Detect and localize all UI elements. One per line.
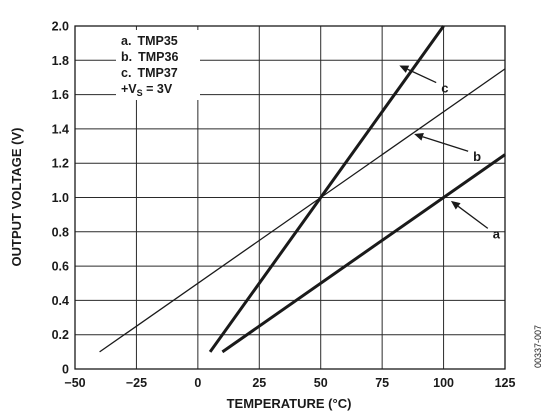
- x-tick-label: 100: [433, 376, 454, 390]
- y-tick-label: 0: [62, 363, 69, 377]
- x-tick-label: 25: [252, 376, 266, 390]
- y-tick-label: 1.0: [52, 191, 69, 205]
- x-tick-label: 125: [495, 376, 516, 390]
- x-tick-label: −50: [64, 376, 85, 390]
- x-tick-label: 50: [314, 376, 328, 390]
- callout-arrowhead-c: [399, 65, 410, 73]
- y-tick-label: 2.0: [52, 20, 69, 34]
- legend-background: [116, 30, 200, 100]
- plot-frame: [74, 25, 506, 370]
- legend-line-b: b. TMP36: [121, 50, 178, 64]
- x-tick-label: −25: [126, 376, 147, 390]
- y-tick-label: 0.4: [52, 294, 69, 308]
- y-axis-label: OUTPUT VOLTAGE (V): [9, 128, 24, 267]
- callout-arrowhead-a: [450, 200, 461, 210]
- x-tick-label: 75: [375, 376, 389, 390]
- y-tick-label: 1.8: [52, 54, 69, 68]
- y-tick-label: 1.4: [52, 122, 69, 136]
- callout-label-c: c: [441, 81, 448, 96]
- legend-line-a: a. TMP35: [121, 34, 178, 48]
- x-axis-ticks: −50 −25 0 25 50 75 100 125: [64, 376, 515, 390]
- series-line-b: [99, 68, 506, 353]
- series-line-a: [221, 153, 506, 354]
- y-tick-label: 1.2: [52, 157, 69, 171]
- y-tick-label: 0.6: [52, 260, 69, 274]
- series-line-c: [208, 25, 445, 353]
- callout-leader-c: [407, 68, 437, 84]
- y-tick-label: 0.8: [52, 225, 69, 239]
- y-axis-ticks: 0 0.2 0.4 0.6 0.8 1.0 1.2 1.4 1.6 1.8 2.0: [52, 20, 69, 377]
- callout-leader-b: [422, 136, 469, 152]
- callout-leader-a: [457, 205, 489, 229]
- x-tick-label: 0: [194, 376, 201, 390]
- callouts: a b c: [399, 65, 501, 241]
- series-lines: [99, 25, 506, 354]
- legend-line-c: c. TMP37: [121, 66, 178, 80]
- y-tick-label: 0.2: [52, 328, 69, 342]
- x-axis-label: TEMPERATURE (°C): [227, 396, 352, 411]
- callout-label-b: b: [473, 149, 481, 164]
- callout-label-a: a: [493, 226, 501, 241]
- legend: a. TMP35 b. TMP36 c. TMP37 +VS = 3V: [116, 30, 200, 100]
- y-tick-label: 1.6: [52, 88, 69, 102]
- callout-arrowhead-b: [414, 132, 424, 141]
- figure-code: 00337-007: [533, 325, 543, 368]
- legend-supply: +VS = 3V: [121, 82, 173, 98]
